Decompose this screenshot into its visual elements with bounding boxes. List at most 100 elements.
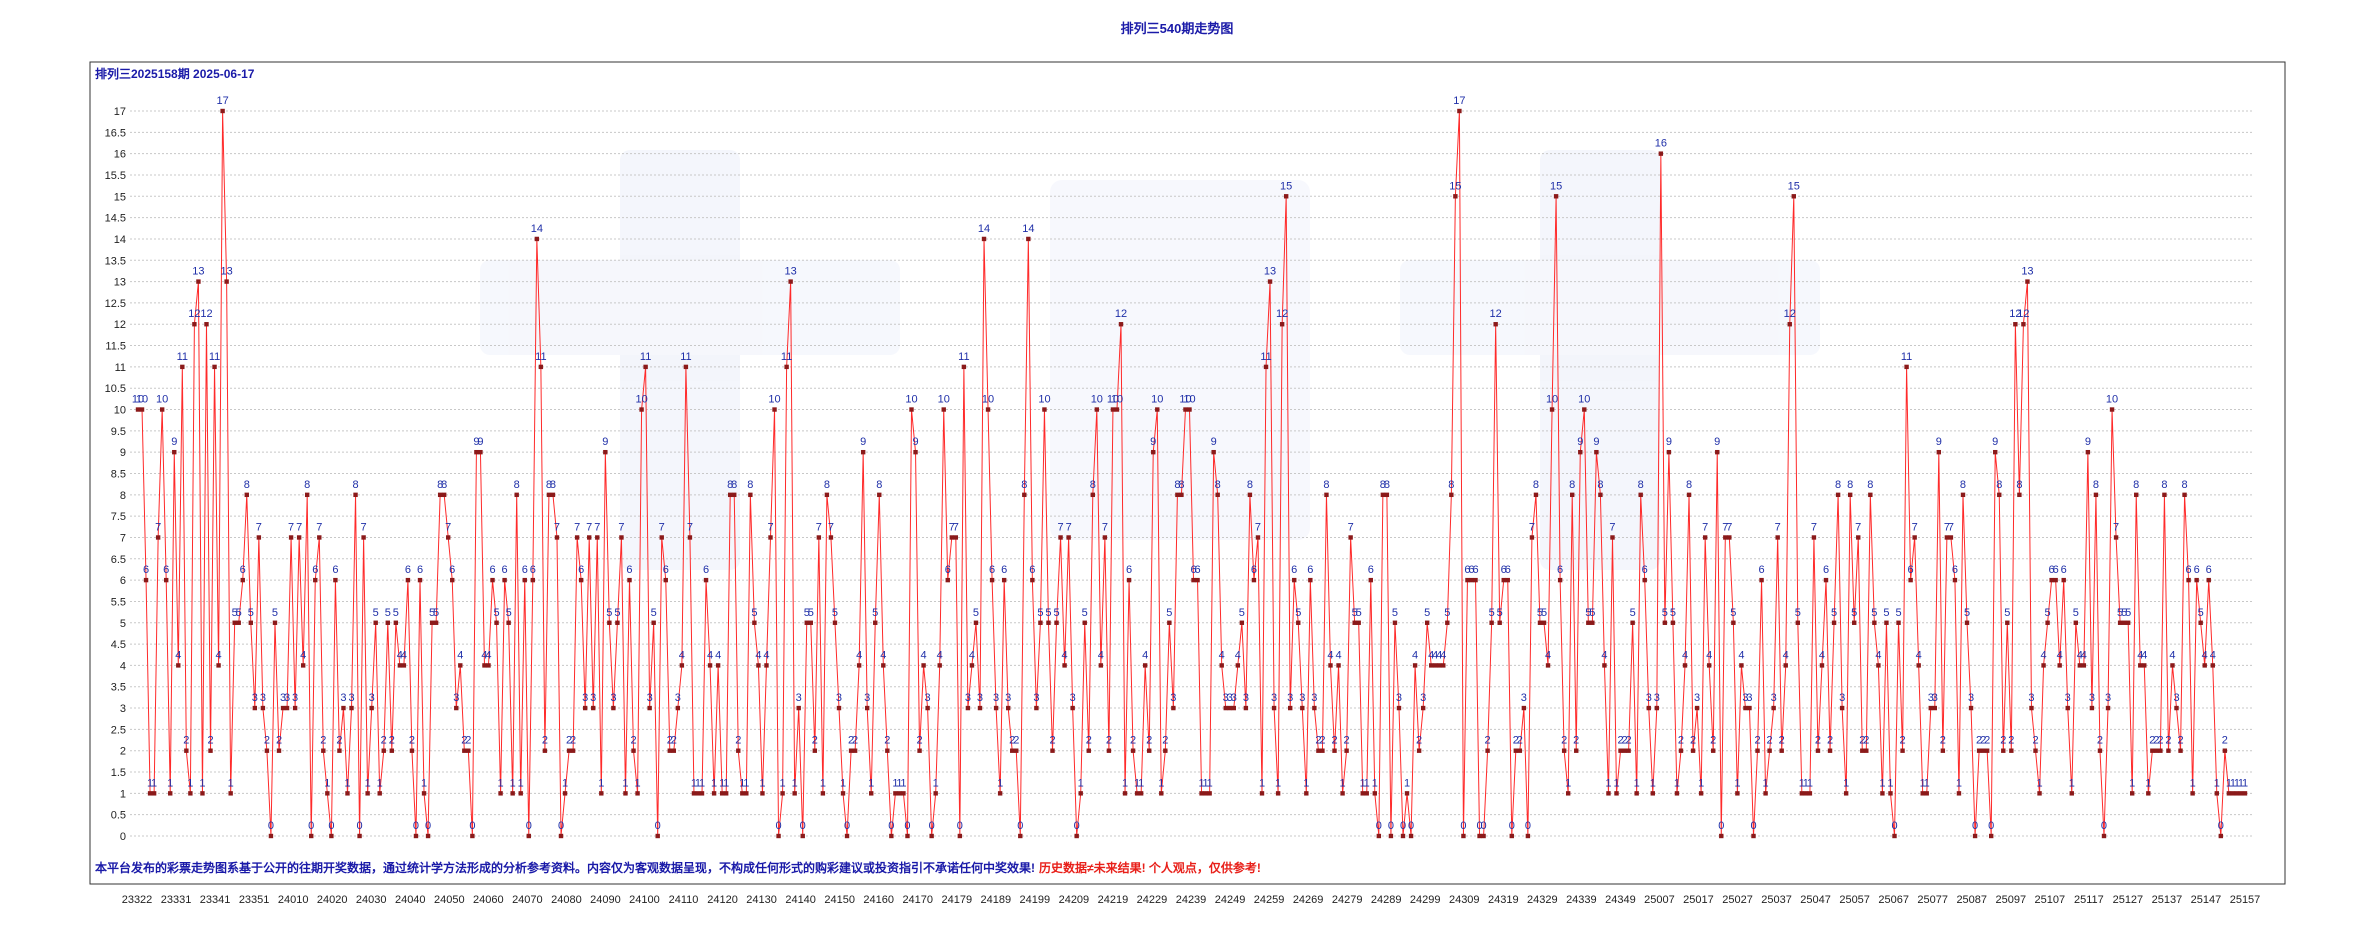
data-label: 6	[143, 564, 149, 576]
data-label: 2	[1767, 735, 1773, 747]
data-label: 2	[1086, 735, 1092, 747]
data-point	[1856, 535, 1861, 540]
data-label: 5	[236, 607, 242, 619]
data-point	[740, 791, 745, 796]
data-label: 8	[441, 479, 447, 491]
data-point	[2109, 407, 2115, 412]
data-label: 5	[1045, 607, 1051, 619]
y-tick-label: 9	[120, 447, 126, 459]
data-point	[1775, 535, 1780, 540]
data-point	[587, 535, 592, 540]
data-point	[711, 791, 717, 796]
data-point	[1626, 748, 1631, 753]
data-label: 5	[272, 607, 278, 619]
data-label: 2	[2177, 735, 2183, 747]
data-point	[687, 535, 693, 540]
data-label: 1	[365, 777, 371, 789]
data-point	[780, 791, 785, 796]
data-label: 1	[377, 777, 383, 789]
data-label: 6	[2206, 564, 2212, 576]
y-tick-label: 16.5	[105, 127, 126, 139]
data-point	[627, 577, 632, 583]
data-point	[2202, 663, 2207, 668]
data-point	[570, 748, 576, 753]
data-point	[1614, 791, 1619, 796]
data-label: 4	[485, 649, 491, 661]
data-label: 6	[945, 564, 951, 576]
data-label: 3	[1227, 692, 1233, 704]
data-label: 2	[320, 735, 326, 747]
data-point	[284, 705, 290, 711]
data-label: 6	[703, 564, 709, 576]
data-point	[699, 791, 705, 796]
gridlines	[130, 110, 2253, 837]
data-point	[1082, 620, 1087, 625]
data-label: 3	[1654, 692, 1660, 704]
data-point	[776, 833, 781, 839]
data-label: 0	[1509, 820, 1515, 832]
data-label: 4	[1335, 649, 1341, 661]
data-point	[1429, 663, 1434, 668]
data-label: 1	[598, 777, 604, 789]
data-label: 5	[804, 607, 810, 619]
data-point	[441, 492, 447, 498]
data-label: 1	[151, 777, 157, 789]
data-label: 9	[473, 436, 479, 448]
data-point	[305, 492, 310, 498]
data-point	[417, 577, 423, 583]
data-label: 2	[1678, 735, 1684, 747]
data-label: 8	[304, 479, 310, 491]
data-label: 2	[183, 735, 189, 747]
data-point	[1610, 535, 1615, 540]
data-label: 6	[1557, 564, 1563, 576]
data-label: 1	[1650, 777, 1656, 789]
data-point	[764, 663, 769, 668]
data-label: 6	[522, 564, 528, 576]
data-label: 6	[2186, 564, 2192, 576]
data-point	[1038, 620, 1043, 625]
data-label: 8	[727, 479, 733, 491]
data-label: 3	[2089, 692, 2095, 704]
data-point	[1586, 620, 1591, 625]
data-label: 14	[1022, 223, 1034, 235]
data-point	[2238, 791, 2244, 796]
data-point	[635, 791, 640, 796]
data-point	[2013, 322, 2018, 327]
data-point	[1227, 705, 1232, 711]
data-point	[1984, 748, 1990, 753]
data-label: 3	[2173, 692, 2179, 704]
x-tick-label: 24319	[1488, 894, 1519, 906]
data-point	[135, 407, 141, 412]
data-point	[1618, 748, 1623, 753]
data-label: 0	[957, 820, 963, 832]
data-label: 4	[707, 649, 713, 661]
data-label: 3	[1287, 692, 1293, 704]
data-label: 5	[614, 607, 620, 619]
data-label: 7	[687, 521, 693, 533]
data-label: 7	[256, 521, 262, 533]
data-label: 3	[1231, 692, 1237, 704]
data-label: 4	[921, 649, 927, 661]
data-label: 2	[1416, 735, 1422, 747]
x-tick-label: 25087	[1956, 894, 1987, 906]
data-label: 9	[602, 436, 608, 448]
data-point	[2158, 748, 2163, 753]
data-point	[1892, 833, 1897, 839]
data-point	[562, 791, 568, 796]
data-point	[756, 663, 761, 668]
data-label: 3	[1521, 692, 1527, 704]
x-tick-label: 24110	[669, 894, 699, 906]
data-label: 0	[1891, 820, 1897, 832]
y-tick-label: 3	[120, 703, 126, 715]
data-point	[1251, 577, 1257, 583]
data-point	[522, 577, 527, 583]
data-point	[1702, 535, 1708, 540]
data-point	[1312, 705, 1317, 711]
data-point	[341, 705, 346, 711]
data-label: 3	[1742, 692, 1748, 704]
data-label: 1	[792, 777, 798, 789]
data-label: 15	[1788, 180, 1800, 192]
data-point	[651, 620, 656, 625]
data-label: 1	[2069, 777, 2075, 789]
data-label: 5	[1037, 607, 1043, 619]
